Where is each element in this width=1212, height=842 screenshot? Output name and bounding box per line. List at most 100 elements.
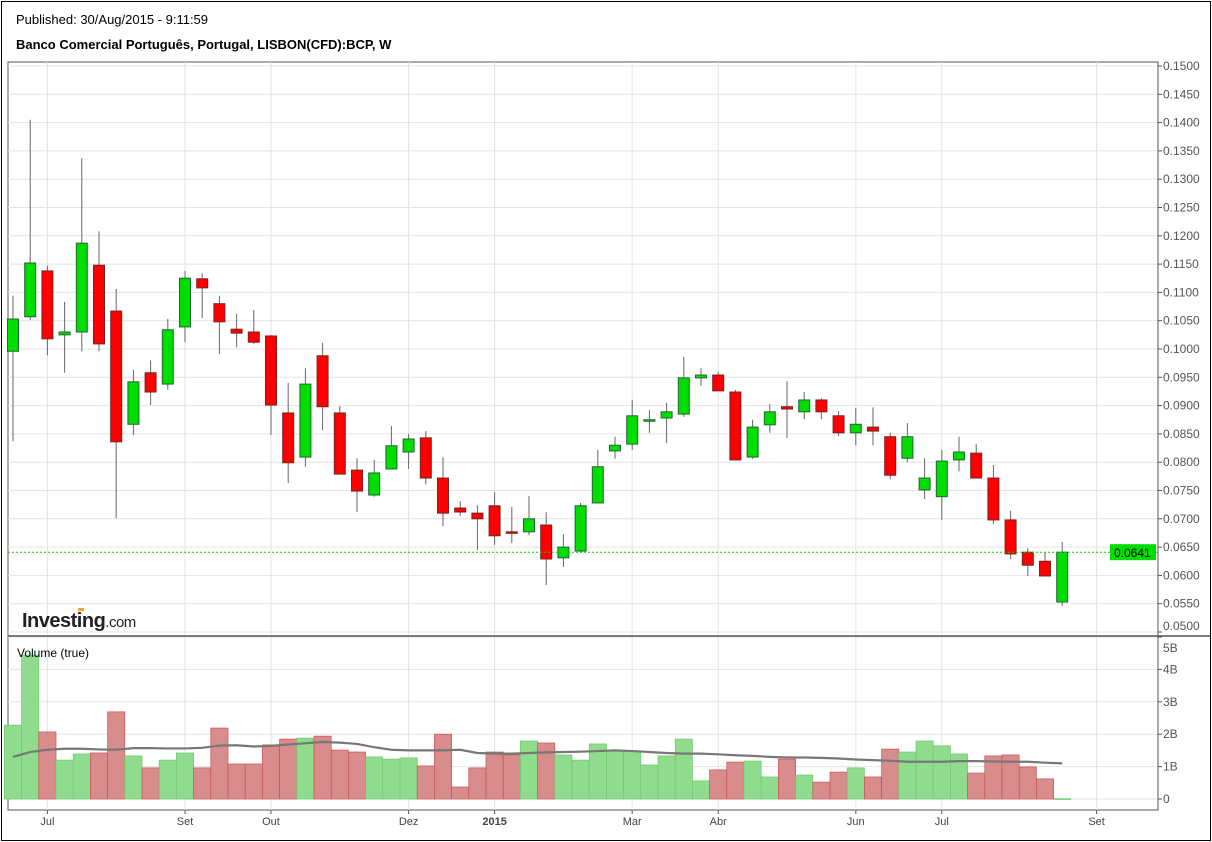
candle-body (213, 303, 226, 323)
candle-body (230, 328, 243, 334)
volume-bar (967, 772, 986, 800)
volume-bar (915, 740, 934, 800)
candle-body (1056, 551, 1069, 603)
volume-bar (674, 738, 693, 800)
volume-bar (210, 727, 229, 800)
candle-body (781, 406, 793, 410)
candle-body (987, 477, 1000, 521)
candle-body (437, 477, 449, 514)
candle-body (419, 437, 432, 479)
candle-body (24, 262, 37, 318)
candle-body (402, 438, 415, 453)
candle-body (677, 377, 690, 415)
volume-bar (760, 776, 779, 800)
candle-body (179, 277, 191, 328)
volume-bar (1053, 798, 1072, 800)
candle-body (953, 451, 965, 461)
candle-body (333, 412, 346, 475)
candle-body (918, 477, 931, 491)
candle-body (144, 372, 157, 393)
volume-bar (898, 751, 917, 800)
candle-body (7, 318, 19, 352)
volume-bar (227, 763, 246, 800)
candle-body (901, 436, 914, 459)
volume-bar (21, 654, 40, 800)
candle-body (815, 399, 828, 413)
price-tick-label: 0.1000 (1163, 342, 1200, 356)
candle-body (729, 391, 742, 461)
price-tick-label: 0.1350 (1163, 144, 1200, 158)
volume-bar (399, 757, 418, 800)
last-price-label: 0.0641 (1114, 546, 1151, 560)
candle-body (75, 242, 88, 333)
price-tick-label: 0.1050 (1163, 314, 1200, 328)
time-tick-label: Jul (40, 816, 54, 828)
candle-body (832, 415, 845, 434)
candle-body (196, 278, 209, 289)
volume-tick-label: 0 (1163, 792, 1170, 806)
candle-body (127, 381, 140, 425)
price-tick-label: 0.1150 (1163, 257, 1199, 271)
candle-body (626, 415, 639, 445)
published-timestamp: Published: 30/Aug/2015 - 9:11:59 (16, 12, 209, 27)
candle-body (695, 374, 707, 379)
volume-bar (606, 750, 624, 800)
volume-bars (4, 654, 1072, 800)
volume-bar (520, 740, 538, 800)
volume-bar (846, 767, 865, 800)
volume-tick-label: 2B (1163, 727, 1178, 741)
volume-bar (38, 731, 57, 800)
volume-bar (881, 748, 900, 800)
price-tick-label: 0.1300 (1163, 172, 1200, 186)
volume-bar (176, 752, 194, 800)
price-tick-label: 0.0550 (1163, 597, 1200, 611)
candle-body (110, 310, 123, 443)
time-tick-label: Mar (623, 816, 642, 828)
candle-body (368, 472, 381, 496)
volume-bar (434, 733, 452, 800)
price-tick-label: 0.0700 (1163, 512, 1200, 526)
candle-body (282, 412, 295, 464)
volume-bar (72, 753, 91, 800)
candle-body (58, 331, 71, 336)
price-tick-label: 0.0650 (1163, 540, 1200, 554)
candle-body (935, 460, 948, 498)
time-tick-label: Abr (710, 816, 727, 828)
volume-bar (795, 774, 814, 800)
candle-body (884, 436, 897, 476)
volume-bar (468, 767, 487, 800)
candle-body (763, 411, 776, 426)
logo-accent (78, 608, 84, 611)
volume-bar (812, 781, 831, 800)
time-tick-label: Out (262, 816, 280, 828)
volume-bar (4, 724, 22, 800)
volume-bar (365, 756, 384, 800)
volume-bar (141, 767, 160, 800)
volume-bar (124, 755, 143, 800)
price-tick-label: 0.1450 (1163, 87, 1200, 101)
volume-bar (864, 776, 882, 800)
volume-bar (1036, 778, 1054, 800)
volume-bar (692, 780, 710, 800)
candle-body (970, 452, 983, 479)
time-tick-label: Jun (847, 816, 865, 828)
candle-body (247, 331, 260, 343)
volume-bar (279, 738, 298, 800)
volume-bar (382, 758, 401, 800)
candle-body (471, 512, 484, 520)
price-tick-label: 0.0900 (1163, 399, 1200, 413)
volume-moving-average-line (12, 740, 1063, 765)
volume-bar (107, 711, 126, 800)
volume-bar (330, 749, 349, 800)
candle-body (41, 270, 54, 340)
volume-bar (485, 751, 504, 800)
volume-bar (640, 764, 659, 800)
volume-bar (416, 765, 435, 800)
volume-bar (726, 761, 745, 800)
candle-body (574, 505, 587, 552)
volume-bar (778, 758, 796, 800)
candle-body (161, 329, 174, 385)
logo-suffix: .com (105, 614, 136, 631)
